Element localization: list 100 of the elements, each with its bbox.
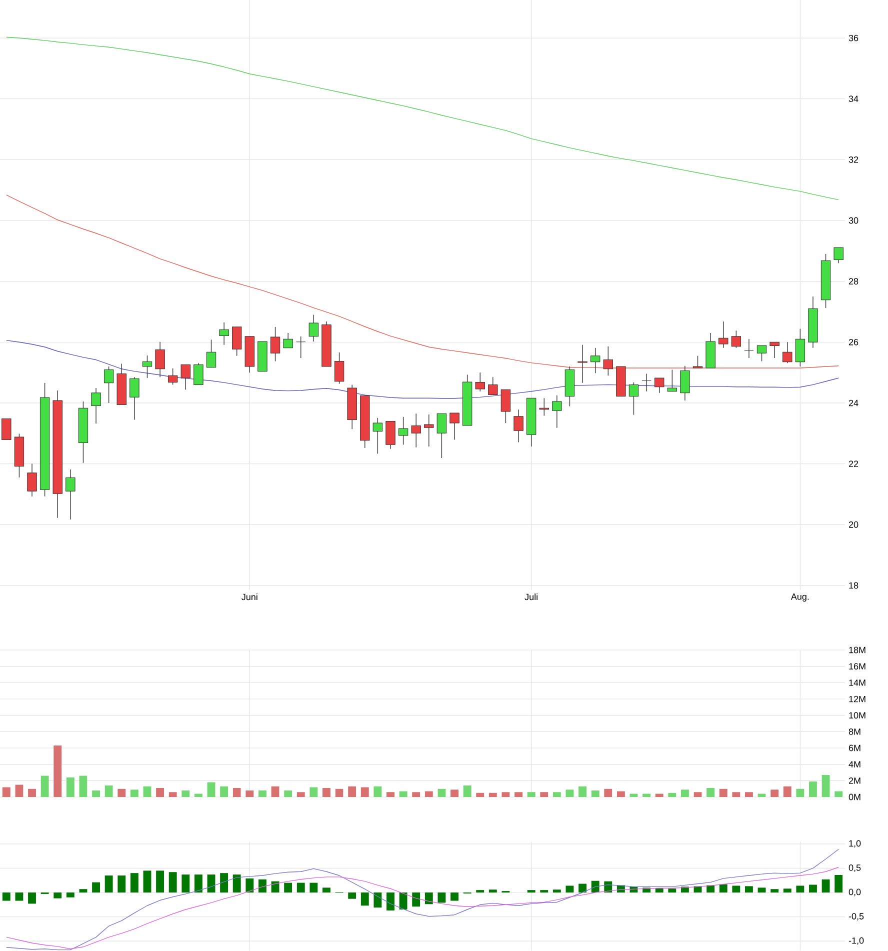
y-tick-label: 24 <box>848 400 858 406</box>
bar <box>527 890 536 893</box>
y-tick-label: -0,5 <box>848 913 864 920</box>
candlestick <box>782 342 792 364</box>
bar <box>450 790 458 797</box>
bar <box>412 892 420 907</box>
bar <box>591 880 600 893</box>
bar <box>668 888 676 893</box>
bar <box>732 886 740 893</box>
candlestick <box>436 413 447 458</box>
bar <box>578 884 586 893</box>
y-tick-label: -1,0 <box>848 937 864 945</box>
candlestick <box>552 395 562 428</box>
bar <box>770 889 779 893</box>
bar <box>310 882 318 893</box>
bar <box>834 791 843 797</box>
bar <box>424 791 433 797</box>
bar <box>182 874 190 893</box>
bar <box>118 876 126 893</box>
bar <box>655 794 664 797</box>
bar <box>232 788 241 797</box>
bar <box>194 794 202 797</box>
bar <box>566 790 574 797</box>
bar <box>450 892 458 901</box>
bar <box>796 886 804 893</box>
candlestick <box>27 463 37 497</box>
bar <box>296 792 305 797</box>
bar <box>258 879 266 893</box>
bar <box>92 790 100 797</box>
candlestick <box>744 338 754 358</box>
y-tick-label: 18M <box>849 646 866 654</box>
bar <box>156 788 164 797</box>
candlestick <box>232 326 242 356</box>
candlestick <box>642 373 652 392</box>
y-tick-label: 0M <box>848 794 860 800</box>
bar <box>604 788 612 797</box>
candlestick <box>66 469 76 520</box>
candlestick <box>514 409 524 443</box>
bar <box>796 788 804 797</box>
candlestick <box>692 355 703 368</box>
candlestick <box>718 321 728 348</box>
candlestick <box>628 382 639 416</box>
bar <box>194 874 202 893</box>
y-tick-label: 4M <box>848 761 860 768</box>
bar <box>566 886 574 893</box>
bar <box>476 890 484 893</box>
bar <box>104 786 113 797</box>
bar <box>578 786 586 797</box>
bar <box>809 781 817 797</box>
bar <box>399 791 408 797</box>
bar <box>616 791 625 797</box>
bar <box>386 792 394 797</box>
bar <box>783 786 792 797</box>
candlestick <box>590 348 600 374</box>
candlestick <box>834 247 844 264</box>
candlestick <box>91 388 101 424</box>
bar <box>168 792 177 797</box>
bar <box>745 886 753 893</box>
y-tick-label: 8M <box>848 728 860 735</box>
bar <box>822 774 830 797</box>
bar <box>758 794 766 797</box>
y-tick-label: 14M <box>849 680 866 686</box>
candlestick <box>296 336 306 358</box>
y-tick-label: 18 <box>849 582 858 589</box>
bar <box>54 746 62 797</box>
bar <box>424 892 433 904</box>
bar <box>207 782 216 797</box>
candlestick <box>450 412 460 440</box>
bar <box>15 784 24 797</box>
candlestick <box>2 418 12 440</box>
x-tick-label: Juni <box>242 594 258 600</box>
bar <box>706 885 715 893</box>
bar <box>246 790 254 797</box>
candlestick <box>756 345 767 362</box>
bar <box>232 874 241 893</box>
bar <box>732 792 740 797</box>
bar <box>54 892 62 898</box>
y-tick-label: 6M <box>848 744 860 752</box>
bar <box>156 870 164 893</box>
candlestick <box>334 352 344 384</box>
candlestick <box>795 328 806 367</box>
y-tick-label: 36 <box>848 34 858 42</box>
bar <box>182 790 190 797</box>
bar <box>15 892 24 901</box>
bar <box>374 892 382 908</box>
bar <box>540 792 548 797</box>
bar <box>143 870 152 893</box>
bar <box>552 890 561 893</box>
bar <box>642 794 651 797</box>
bar <box>783 888 792 893</box>
x-tick-label: Juli <box>524 594 538 600</box>
bar <box>79 776 88 797</box>
bar <box>386 892 394 910</box>
bar <box>220 786 228 797</box>
bar <box>514 792 522 797</box>
bar <box>220 873 228 893</box>
candlestick <box>155 341 165 378</box>
bar <box>719 884 728 893</box>
candlestick <box>180 364 190 390</box>
y-tick-label: 0,0 <box>848 888 861 896</box>
